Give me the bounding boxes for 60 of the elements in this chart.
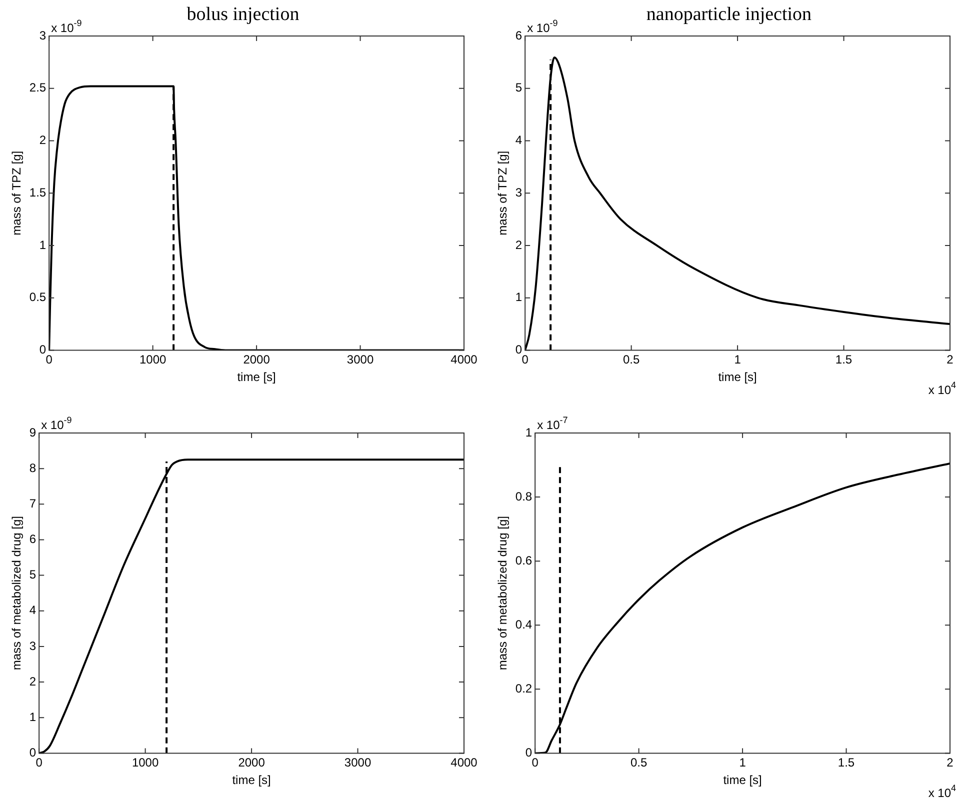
x-tick-label: 1 (739, 756, 746, 770)
y-tick-label: 0 (29, 746, 36, 760)
x-axis-title: time [s] (723, 773, 762, 788)
x-tick-label: 1 (734, 352, 742, 367)
y-tick-label: 6 (29, 532, 36, 546)
y-axis-title: mass of TPZ [g] (496, 150, 510, 236)
y-tick-label: 4 (515, 133, 522, 148)
y-tick-label: 3 (29, 638, 36, 653)
y-tick-label: 7 (29, 496, 36, 510)
x-axis-title: time [s] (237, 370, 276, 384)
y-tick-label: 2 (29, 674, 36, 688)
chart-title: nanoparticle injection (646, 4, 812, 25)
line-series (535, 462, 950, 754)
y-axis-title: mass of TPZ [g] (10, 150, 24, 236)
x-tick-label: 4000 (450, 756, 478, 770)
y-tick-label: 0.6 (515, 553, 532, 568)
x-tick-label: 3000 (344, 756, 372, 770)
x-tick-label: 1000 (132, 756, 159, 770)
y-tick-label: 5 (29, 568, 36, 582)
line-series (49, 85, 464, 350)
y-tick-label: 0 (515, 342, 522, 357)
x-tick-label: 0.5 (622, 352, 640, 367)
y-tick-label: 1 (515, 290, 522, 304)
y-tick-label: 0.4 (515, 617, 532, 632)
y-axis-title: mass of metabolized drug [g] (496, 516, 510, 670)
x-tick-label: 1.5 (835, 352, 852, 367)
y-tick-label: 1 (29, 710, 36, 724)
x-axis-title: time [s] (718, 370, 757, 384)
y-tick-label: 9 (29, 425, 36, 440)
y-axis-title: mass of metabolized drug [g] (10, 516, 24, 670)
y-tick-label: 2 (39, 133, 46, 148)
y-tick-label: 1 (525, 425, 532, 440)
y-tick-label: 0.5 (29, 290, 46, 304)
y-tick-label: 2 (515, 238, 522, 252)
y-tick-label: 0.8 (515, 489, 532, 504)
y-tick-label: 2.5 (29, 80, 46, 95)
x-tick-label: 2 (946, 756, 954, 770)
y-tick-label: 8 (29, 460, 36, 475)
y-tick-label: 4 (29, 603, 36, 618)
x-tick-label: 2000 (238, 756, 266, 770)
x-tick-label: 1.5 (838, 756, 855, 770)
x-tick-label: 4000 (450, 352, 478, 367)
y-tick-label: 5 (515, 80, 522, 95)
y-tick-label: 0 (525, 746, 532, 760)
line-series (39, 458, 464, 754)
x-axis-title: time [s] (232, 773, 271, 788)
x-tick-label: 1000 (139, 352, 166, 367)
x-tick-label: 3000 (346, 352, 374, 367)
y-tick-label: 6 (515, 28, 522, 42)
x-tick-label: 0.5 (630, 756, 648, 770)
y-tick-label: 1 (39, 238, 46, 252)
y-tick-label: 0.2 (515, 681, 532, 696)
x-tick-label: 2000 (243, 352, 270, 367)
y-tick-label: 3 (515, 185, 522, 200)
x-tick-label: 2 (946, 352, 954, 367)
y-tick-label: 3 (39, 28, 46, 42)
y-tick-label: 0 (39, 342, 46, 357)
chart-title: bolus injection (186, 4, 300, 25)
line-series (525, 56, 950, 350)
y-tick-label: 1.5 (29, 185, 46, 200)
